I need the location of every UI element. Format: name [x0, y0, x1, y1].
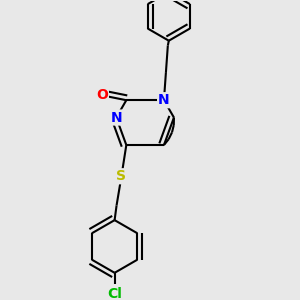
Text: Cl: Cl [107, 287, 122, 300]
Text: N: N [158, 93, 170, 107]
Text: S: S [116, 169, 126, 183]
Text: N: N [110, 110, 122, 124]
Text: O: O [96, 88, 108, 102]
